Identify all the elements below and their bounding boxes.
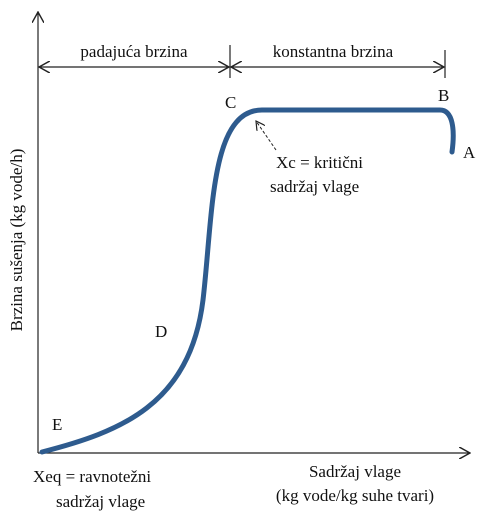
annotation: Xeq = ravnotežni <box>33 467 151 486</box>
region-label: konstantna brzina <box>273 42 394 61</box>
point-label: E <box>52 415 62 434</box>
annotation: sadržaj vlage <box>270 177 359 196</box>
drying-curve <box>39 107 456 455</box>
pointer <box>256 121 277 151</box>
x-axis-label: (kg vode/kg suhe tvari) <box>276 486 434 505</box>
point-label: A <box>463 143 476 162</box>
annotation: sadržaj vlage <box>56 492 145 511</box>
region-label: padajuća brzina <box>80 42 188 61</box>
y-axis-label: Brzina sušenja (kg vode/h) <box>7 149 26 332</box>
point-label: C <box>225 93 236 112</box>
point-label: B <box>438 86 449 105</box>
annotation: Xc = kritični <box>276 153 363 172</box>
point-label: D <box>155 322 167 341</box>
x-axis-label: Sadržaj vlage <box>309 462 401 481</box>
